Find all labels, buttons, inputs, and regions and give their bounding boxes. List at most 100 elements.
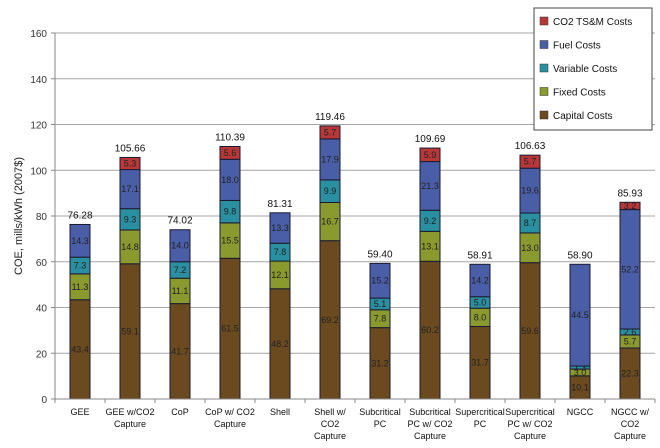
x-tick-label-line: GEE w/CO2 xyxy=(105,407,154,417)
bar-stack: 69.2 16.7 9.9 17.9 5.7 119.46 xyxy=(315,112,345,400)
segment-label: 12.1 xyxy=(271,270,289,280)
y-axis: 0 20 40 60 80 100 120 140 160 xyxy=(30,29,56,406)
bar-stack: 48.2 12.1 7.8 13.3 81.31 xyxy=(267,199,293,400)
x-tick-label: CoP xyxy=(171,407,189,417)
y-tick-label: 0 xyxy=(41,395,47,406)
segment-label: 9.8 xyxy=(224,207,237,217)
x-tick-label: Supercritical PC w/ CO2 Capture xyxy=(505,407,555,441)
bar-segment xyxy=(419,147,441,163)
segment-label: 52.2 xyxy=(621,264,639,274)
x-tick-label-line: CO2 xyxy=(621,419,640,429)
legend-label: Capital Costs xyxy=(553,111,612,122)
total-label: 59.40 xyxy=(367,249,392,260)
segment-label: 10.1 xyxy=(571,382,589,392)
segment-label: 14.8 xyxy=(121,242,139,252)
y-tick-label: 140 xyxy=(30,75,47,86)
bar-stack: 41.7 11.1 7.2 14.0 74.02 xyxy=(167,216,193,400)
bar-segment xyxy=(619,201,641,211)
segment-label: 3.2 xyxy=(624,201,637,211)
x-tick-label: Subcritical PC w/ CO2 Capture xyxy=(407,407,452,441)
x-tick-label-line: GEE xyxy=(70,407,89,417)
segment-label: 43.4 xyxy=(71,344,89,354)
segment-label: 3.0 xyxy=(574,367,587,377)
x-tick-label-line: PC xyxy=(474,419,487,429)
legend-swatch xyxy=(539,110,549,120)
segment-label: 17.9 xyxy=(321,154,339,164)
segment-label: 11.1 xyxy=(172,286,189,296)
segment-label: 60.2 xyxy=(421,325,439,335)
legend-swatch xyxy=(539,16,549,26)
legend-box xyxy=(533,7,653,131)
total-label: 109.69 xyxy=(415,134,446,145)
legend-label: Variable Costs xyxy=(553,64,617,75)
segment-label: 8.7 xyxy=(524,218,537,228)
segment-label: 7.3 xyxy=(74,261,87,271)
bar-stack: 60.2 13.1 9.2 21.3 5.9 109.69 xyxy=(415,134,446,400)
x-tick-label-line: Supercritical xyxy=(455,407,505,417)
segment-label: 15.5 xyxy=(221,236,239,246)
segment-label: 7.8 xyxy=(374,314,387,324)
total-label: 110.39 xyxy=(215,132,245,143)
total-label: 106.63 xyxy=(515,141,546,152)
total-label: 119.46 xyxy=(315,112,345,123)
segment-label: 11.3 xyxy=(72,282,89,292)
x-tick-label-line: NGCC w/ xyxy=(611,407,649,417)
bar-segment xyxy=(519,154,541,169)
segment-label: 13.0 xyxy=(521,243,539,253)
y-tick-label: 100 xyxy=(30,166,47,177)
segment-label: 17.1 xyxy=(121,184,139,194)
segment-label: 14.3 xyxy=(71,236,89,246)
y-tick-label: 20 xyxy=(36,349,48,360)
x-tick-label: Shell w/CO2 Capture xyxy=(314,407,346,441)
x-tick-label: GEE w/CO2 Capture xyxy=(105,407,154,429)
total-label: 81.31 xyxy=(267,199,292,210)
segment-label: 48.2 xyxy=(271,339,289,349)
y-tick-label: 60 xyxy=(36,258,48,269)
y-axis-label: COE, mills/kWh (2007$) xyxy=(13,157,25,275)
bar-stack: 10.1 3.01.3 44.5 58.90 xyxy=(567,250,593,400)
total-label: 105.66 xyxy=(115,143,146,154)
y-tick-label: 160 xyxy=(30,29,47,40)
x-tick-label-line: Capture xyxy=(314,431,346,441)
segment-label: 16.7 xyxy=(321,217,339,227)
segment-label: 69.2 xyxy=(321,315,339,325)
legend-label: Fixed Costs xyxy=(553,88,606,99)
legend-swatch xyxy=(539,63,549,73)
gridlines xyxy=(55,32,655,354)
bar-segment xyxy=(369,262,391,299)
segment-label: 5.3 xyxy=(124,159,137,169)
x-tick-label-line: PC w/ CO2 xyxy=(407,419,452,429)
segment-label: 19.6 xyxy=(521,186,539,196)
segment-label: 41.7 xyxy=(171,346,189,356)
segment-label: 5.7 xyxy=(624,336,637,346)
bar-stack: 43.4 11.3 7.3 14.3 76.28 xyxy=(67,210,93,400)
x-tick-label: CoP w/ CO2 Capture xyxy=(205,407,255,429)
segment-label: 14.2 xyxy=(471,276,489,286)
total-label: 58.90 xyxy=(567,250,592,261)
segment-label: 13.3 xyxy=(271,223,289,233)
x-tick-label-line: Capture xyxy=(214,419,246,429)
x-tick-label-line: Subcritical xyxy=(409,407,451,417)
segment-label: 13.1 xyxy=(421,241,439,251)
bar-stack: 59.1 14.8 9.3 17.1 5.3 105.66 xyxy=(115,143,146,400)
x-tick-label-line: Capture xyxy=(514,431,546,441)
bar-segment xyxy=(219,145,241,160)
segment-label: 31.2 xyxy=(371,358,389,368)
segment-label: 9.9 xyxy=(324,186,337,196)
x-tick-label: Shell xyxy=(270,407,290,417)
segment-label: 31.7 xyxy=(471,358,489,368)
x-tick-label: GEE xyxy=(70,407,89,417)
segment-label: 5.7 xyxy=(524,157,537,167)
x-tick-label-line: CO2 xyxy=(321,419,340,429)
y-tick-label: 120 xyxy=(30,121,47,132)
bar-segment xyxy=(169,229,191,263)
x-tick-label-line: PC w/ CO2 xyxy=(507,419,552,429)
x-tick-label: NGCC xyxy=(567,407,594,417)
y-tick-label: 80 xyxy=(36,212,48,223)
x-tick-label-line: Capture xyxy=(414,431,446,441)
total-label: 58.91 xyxy=(467,250,492,261)
segment-label: 14.0 xyxy=(171,241,189,251)
bar-segment xyxy=(269,212,291,244)
